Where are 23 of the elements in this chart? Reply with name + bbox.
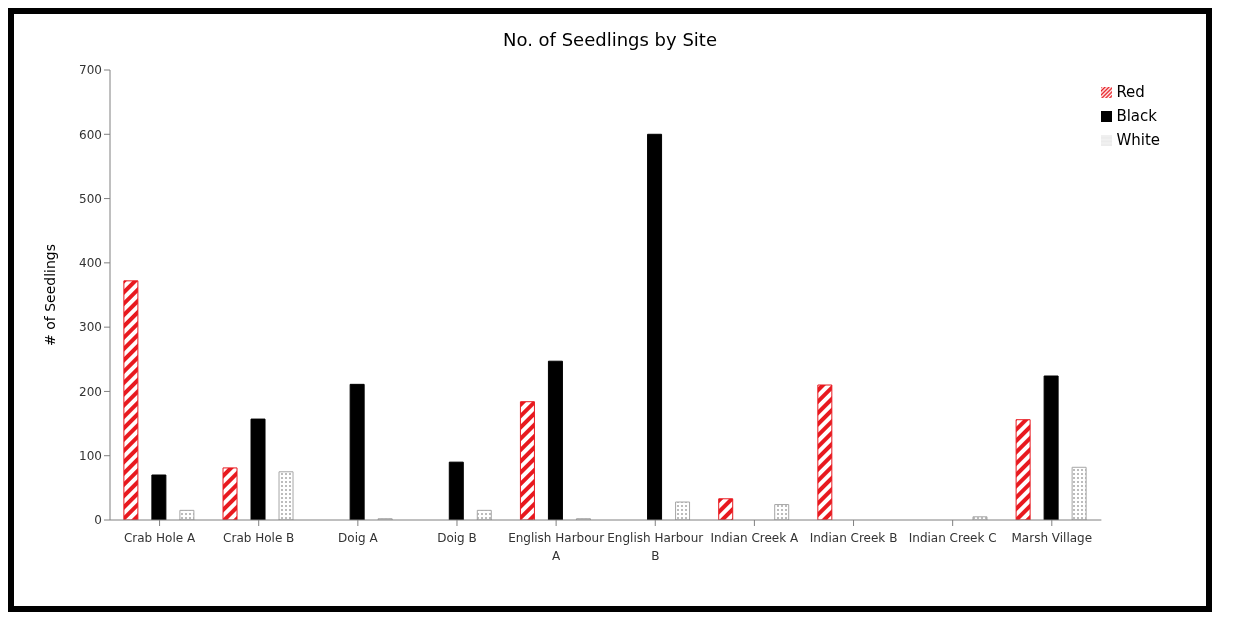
x-tick-label: Doig B: [437, 531, 477, 545]
legend-label: Red: [1116, 83, 1145, 101]
x-tick-label: English Harbour B: [607, 531, 704, 563]
y-tick-label: 100: [79, 448, 102, 463]
y-tick-label: 500: [79, 191, 102, 206]
y-tick-label: 400: [79, 256, 102, 271]
x-tick-label: Indian Creek A: [710, 531, 800, 545]
y-tick-label: 300: [79, 320, 102, 335]
x-tick-label: Crab Hole A: [123, 531, 196, 545]
legend-label: White: [1116, 131, 1160, 149]
x-tick-label: Doig A: [338, 531, 379, 545]
y-tick-label: 600: [79, 127, 102, 142]
x-tick-label: Marsh Village: [1011, 531, 1093, 545]
y-tick-label: 700: [79, 63, 102, 78]
y-axis-title: # of Seedlings: [41, 244, 58, 346]
x-tick-label: Indian Creek B: [809, 531, 898, 545]
y-tick-label: 0: [94, 513, 102, 528]
chart-title: No. of Seedlings by Site: [503, 29, 717, 50]
y-tick-label: 200: [79, 384, 102, 399]
x-tick-label: English Harbour A: [508, 531, 605, 563]
legend-label: Black: [1116, 107, 1157, 125]
x-tick-label: Crab Hole B: [223, 531, 295, 545]
x-tick-label: Indian Creek C: [908, 531, 997, 545]
